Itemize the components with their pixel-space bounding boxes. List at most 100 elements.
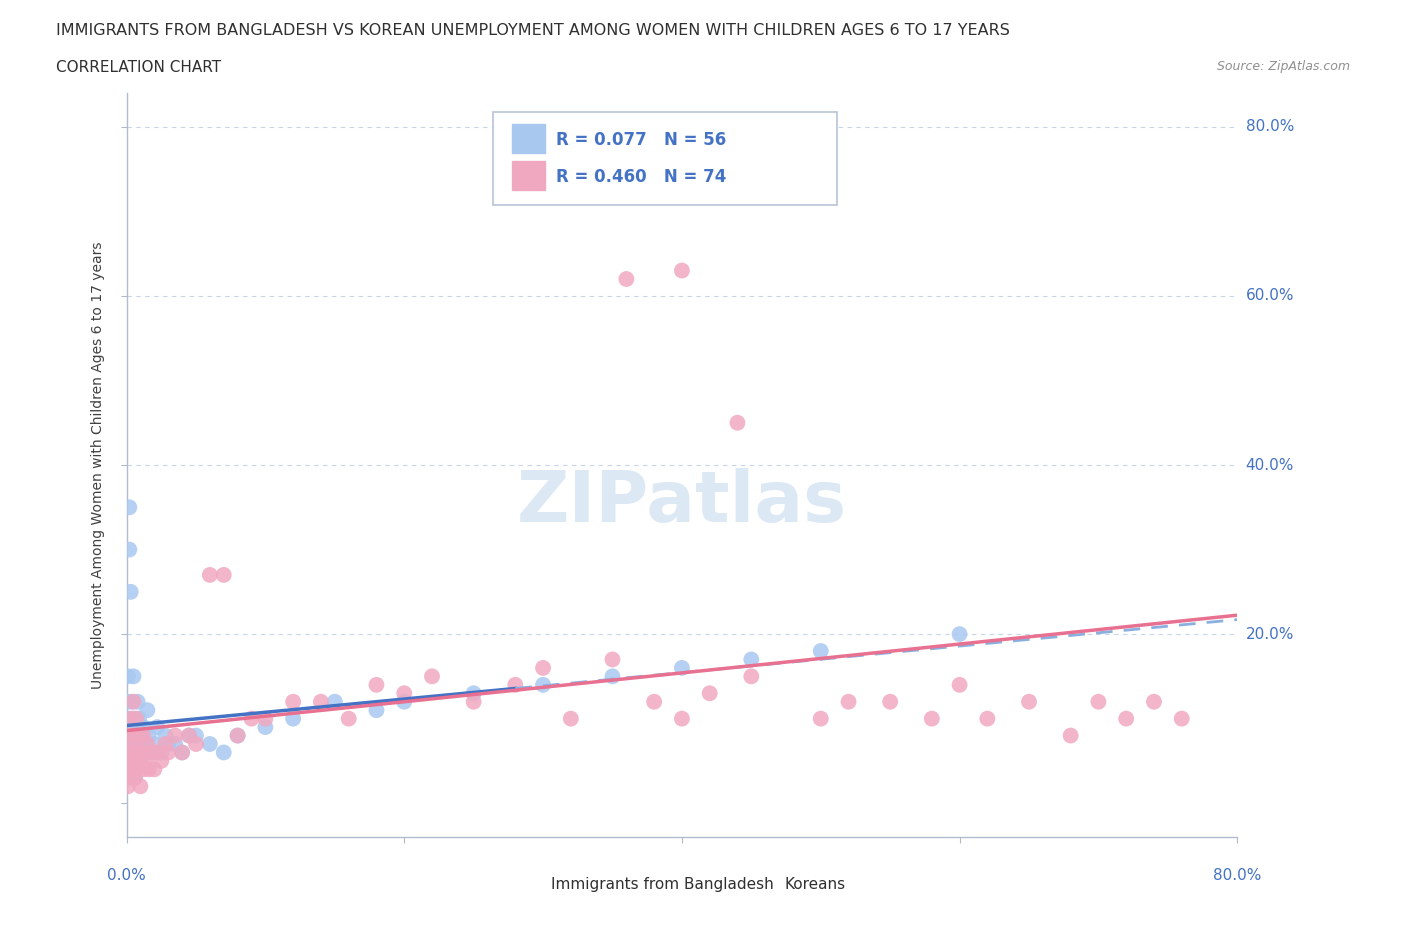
Point [588, 179, 610, 193]
Point [602, 669, 624, 684]
Point [366, 677, 388, 692]
Point [1060, 728, 1083, 743]
Point [124, 728, 146, 743]
Text: R = 0.460   N = 74: R = 0.460 N = 74 [557, 168, 727, 186]
Point [117, 711, 139, 726]
Point [146, 720, 169, 735]
Point [921, 711, 943, 726]
Point [254, 720, 277, 735]
Point [671, 660, 693, 675]
Bar [512, 162, 546, 190]
Point [117, 695, 139, 710]
Point [281, 695, 304, 710]
Point [165, 728, 187, 743]
Point [309, 695, 332, 710]
Point [138, 728, 160, 743]
Text: 40.0%: 40.0% [1246, 458, 1294, 472]
Point [560, 711, 582, 726]
Point [132, 728, 155, 743]
Point [124, 770, 146, 785]
Point [121, 695, 143, 710]
Point [1170, 711, 1192, 726]
Point [120, 711, 142, 726]
Point [172, 745, 194, 760]
Point [128, 753, 150, 768]
Point [727, 416, 749, 431]
Point [118, 745, 141, 760]
Point [135, 737, 157, 751]
Point [184, 728, 207, 743]
Point [198, 567, 221, 582]
Point [128, 728, 150, 743]
Point [122, 728, 145, 743]
Point [120, 762, 142, 777]
Text: R = 0.077   N = 56: R = 0.077 N = 56 [557, 131, 727, 149]
Point [463, 685, 485, 700]
Point [671, 263, 693, 278]
Point [226, 728, 249, 743]
Point [976, 711, 998, 726]
Point [127, 737, 149, 751]
Point [1143, 695, 1166, 710]
Point [141, 745, 163, 760]
Point [531, 677, 554, 692]
Point [120, 728, 142, 743]
Point [810, 644, 832, 658]
Text: 60.0%: 60.0% [1246, 288, 1294, 303]
Point [120, 584, 142, 599]
Point [366, 703, 388, 718]
Point [531, 660, 554, 675]
Point [948, 677, 970, 692]
Point [121, 762, 143, 777]
Point [118, 728, 141, 743]
Point [117, 669, 139, 684]
Bar [520, 876, 546, 893]
Point [117, 753, 139, 768]
Point [125, 711, 148, 726]
Point [124, 770, 146, 785]
Point [671, 711, 693, 726]
Point [117, 778, 139, 793]
Point [132, 720, 155, 735]
Point [125, 720, 148, 735]
Point [212, 567, 235, 582]
Point [740, 652, 762, 667]
Point [155, 728, 177, 743]
Point [226, 728, 249, 743]
Text: Immigrants from Bangladesh: Immigrants from Bangladesh [551, 877, 773, 892]
Y-axis label: Unemployment Among Women with Children Ages 6 to 17 years: Unemployment Among Women with Children A… [91, 241, 105, 689]
Point [699, 685, 721, 700]
Point [127, 762, 149, 777]
Point [141, 745, 163, 760]
Point [503, 677, 526, 692]
Point [879, 695, 901, 710]
Point [146, 745, 169, 760]
Point [281, 711, 304, 726]
Point [1087, 695, 1109, 710]
Point [157, 737, 180, 751]
Point [127, 745, 149, 760]
Point [125, 753, 148, 768]
Point [117, 762, 139, 777]
Text: CORRELATION CHART: CORRELATION CHART [56, 60, 221, 75]
Point [254, 711, 277, 726]
Point [128, 711, 150, 726]
Point [118, 542, 141, 557]
Point [463, 695, 485, 710]
Point [337, 711, 360, 726]
Point [132, 762, 155, 777]
Point [165, 737, 187, 751]
Text: Source: ZipAtlas.com: Source: ZipAtlas.com [1216, 60, 1350, 73]
Point [138, 762, 160, 777]
Point [122, 745, 145, 760]
Point [122, 695, 145, 710]
Point [155, 737, 177, 751]
Point [128, 745, 150, 760]
Point [117, 745, 139, 760]
Point [394, 695, 416, 710]
Point [122, 669, 145, 684]
Point [129, 745, 152, 760]
Point [1115, 711, 1137, 726]
Point [157, 745, 180, 760]
Point [420, 669, 443, 684]
